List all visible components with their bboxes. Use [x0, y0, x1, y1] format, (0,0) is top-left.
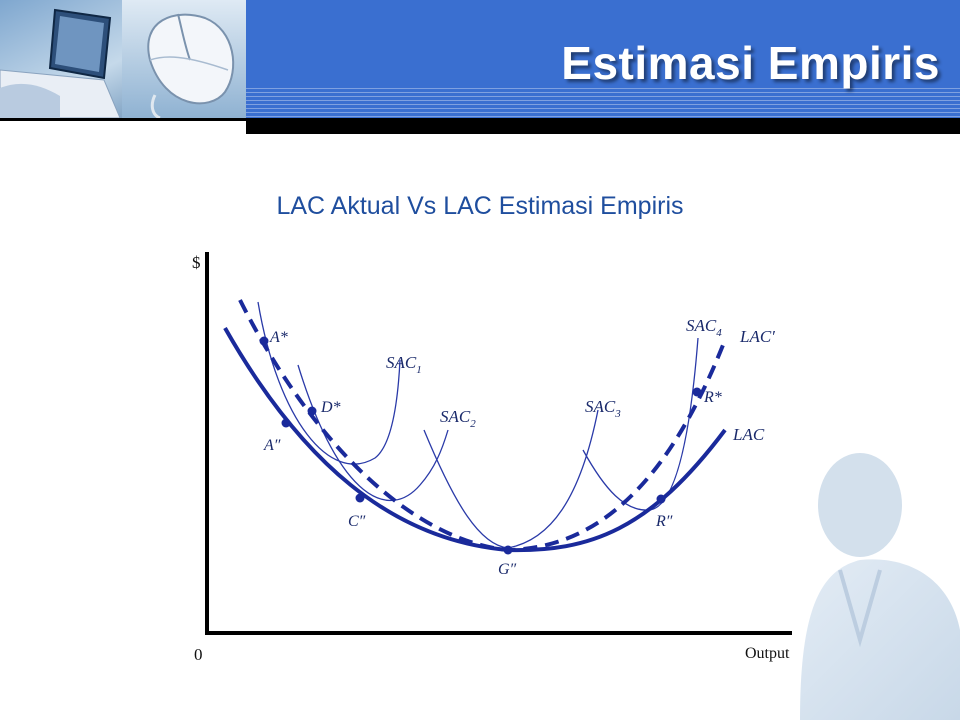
point-r-dprime: [656, 494, 666, 504]
sac1-label-main: SAC: [386, 353, 417, 372]
sac3-label-sub: 3: [614, 408, 621, 420]
sac4-label-main: SAC: [686, 316, 717, 335]
origin-label: 0: [194, 645, 203, 664]
y-axis-label: $: [192, 253, 201, 272]
sac2-label: SAC2: [440, 407, 476, 430]
slide-title: Estimasi Empiris: [561, 37, 940, 89]
point-g-dprime: [503, 545, 513, 555]
header-photo: [0, 0, 246, 118]
slide-header: Estimasi Empiris: [0, 0, 960, 134]
header-bottom-bar: [246, 118, 960, 134]
sac3-label-main: SAC: [585, 397, 616, 416]
sac3-label: SAC3: [585, 397, 621, 420]
sac1-curve: [257, 301, 401, 465]
laptop-icon: [0, 8, 121, 118]
header-left-rule: [0, 118, 246, 121]
header-banner: [246, 0, 960, 118]
laptop-mouse-photo: [0, 0, 246, 118]
sac4-label: SAC4: [686, 316, 722, 339]
lac-label: LAC: [732, 425, 765, 444]
sac3-curve-right: [507, 409, 599, 549]
g-dprime-label: G″: [498, 561, 517, 578]
sac3-curve-left: [423, 429, 509, 549]
a-star-label: A*: [269, 329, 288, 346]
r-dprime-label: R″: [655, 513, 673, 530]
sac2-label-sub: 2: [470, 418, 476, 430]
lac-cost-diagram: $ Output 0 SAC1 SAC2 SAC3 SAC4 LAC′ LAC …: [192, 252, 792, 664]
sac1-label: SAC1: [386, 353, 422, 376]
point-a-star: [259, 336, 269, 346]
sac4-label-sub: 4: [716, 327, 722, 339]
sac2-curve: [297, 364, 449, 501]
lac-prime-curve: [238, 299, 727, 553]
point-a-dprime: [281, 418, 291, 428]
point-d-star: [307, 406, 317, 416]
diagram-subtitle: LAC Aktual Vs LAC Estimasi Empiris: [276, 192, 684, 220]
x-axis-label: Output: [745, 645, 790, 662]
point-c-dprime: [355, 493, 365, 503]
header-stripes: [246, 88, 960, 118]
point-r-star: [692, 387, 702, 397]
background-person-watermark: [800, 453, 960, 720]
r-star-label: R*: [703, 389, 722, 406]
lac-curve: [223, 327, 727, 553]
c-dprime-label: C″: [348, 513, 366, 530]
sac1-label-sub: 1: [416, 364, 422, 376]
computer-mouse-icon: [147, 13, 235, 118]
d-star-label: D*: [320, 399, 341, 416]
a-dprime-label: A″: [263, 437, 281, 454]
sac2-label-main: SAC: [440, 407, 471, 426]
lac-prime-label: LAC′: [739, 327, 775, 346]
